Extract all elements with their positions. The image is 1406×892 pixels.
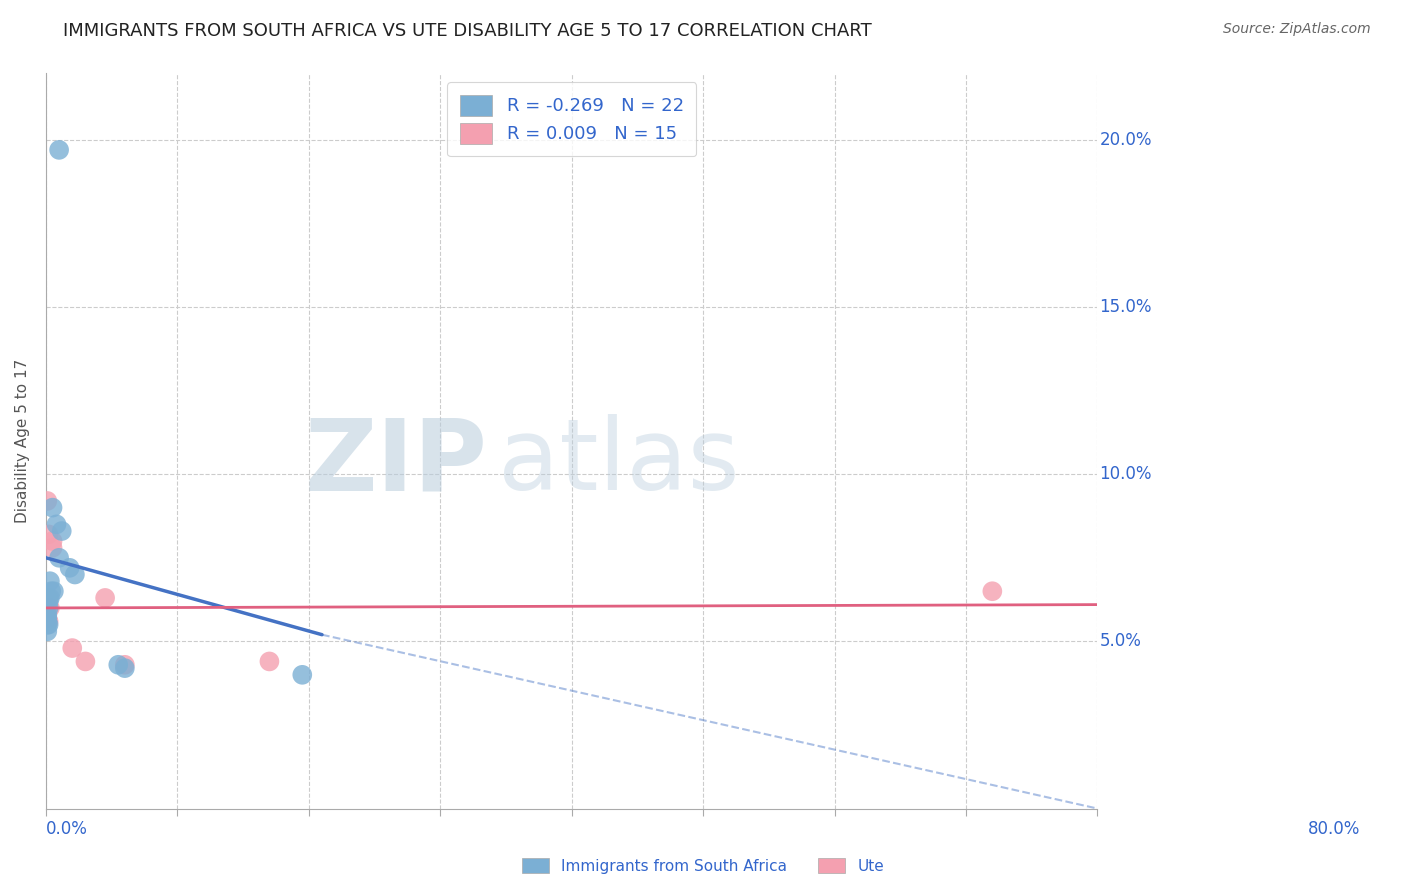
Point bbox=[39, 584, 62, 599]
Text: IMMIGRANTS FROM SOUTH AFRICA VS UTE DISABILITY AGE 5 TO 17 CORRELATION CHART: IMMIGRANTS FROM SOUTH AFRICA VS UTE DISA… bbox=[63, 22, 872, 40]
Point bbox=[107, 657, 129, 672]
Legend: R = -0.269   N = 22, R = 0.009   N = 15: R = -0.269 N = 22, R = 0.009 N = 15 bbox=[447, 82, 696, 156]
Point bbox=[291, 668, 314, 682]
Point bbox=[259, 655, 281, 669]
Text: 15.0%: 15.0% bbox=[1099, 298, 1152, 316]
Point bbox=[37, 607, 59, 622]
Point bbox=[114, 657, 136, 672]
Point bbox=[37, 611, 59, 625]
Point bbox=[114, 661, 136, 675]
Point bbox=[38, 601, 60, 615]
Text: 20.0%: 20.0% bbox=[1099, 131, 1152, 149]
Text: Source: ZipAtlas.com: Source: ZipAtlas.com bbox=[1223, 22, 1371, 37]
Text: ZIP: ZIP bbox=[305, 415, 488, 511]
Text: atlas: atlas bbox=[498, 415, 740, 511]
Point bbox=[38, 617, 60, 632]
Text: 10.0%: 10.0% bbox=[1099, 466, 1152, 483]
Text: 5.0%: 5.0% bbox=[1099, 632, 1142, 650]
Point bbox=[37, 607, 59, 622]
Point bbox=[39, 601, 62, 615]
Point bbox=[42, 584, 65, 599]
Point bbox=[37, 624, 59, 639]
Point bbox=[41, 500, 63, 515]
Point bbox=[48, 143, 70, 157]
Text: 80.0%: 80.0% bbox=[1308, 820, 1361, 838]
Point bbox=[60, 641, 83, 656]
Point bbox=[41, 541, 63, 555]
Point bbox=[45, 517, 67, 532]
Point bbox=[59, 561, 82, 575]
Point bbox=[39, 591, 62, 605]
Point bbox=[48, 550, 70, 565]
Point bbox=[94, 591, 117, 605]
Point bbox=[37, 617, 59, 632]
Point bbox=[75, 655, 97, 669]
Point bbox=[38, 615, 60, 629]
Y-axis label: Disability Age 5 to 17: Disability Age 5 to 17 bbox=[15, 359, 30, 523]
Point bbox=[38, 594, 60, 608]
Point bbox=[981, 584, 1004, 599]
Point bbox=[38, 591, 60, 605]
Point bbox=[39, 574, 62, 589]
Point bbox=[38, 527, 60, 541]
Legend: Immigrants from South Africa, Ute: Immigrants from South Africa, Ute bbox=[516, 852, 890, 880]
Point bbox=[37, 611, 59, 625]
Point bbox=[41, 534, 63, 549]
Text: 0.0%: 0.0% bbox=[46, 820, 87, 838]
Point bbox=[37, 494, 59, 508]
Point bbox=[63, 567, 86, 582]
Point bbox=[37, 615, 59, 629]
Point bbox=[51, 524, 73, 538]
